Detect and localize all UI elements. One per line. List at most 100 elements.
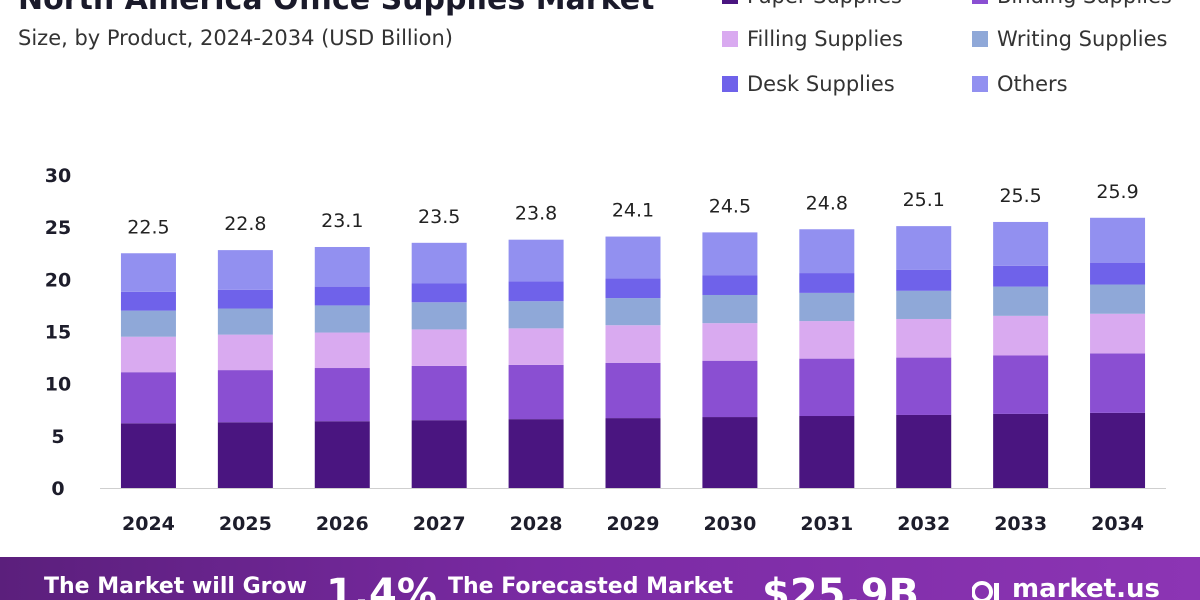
bar-segment: [896, 357, 952, 415]
x-tick-label: 2031: [800, 513, 853, 535]
bar-segment: [799, 416, 855, 488]
bar-segment: [896, 269, 952, 291]
bar-total-label: 22.5: [127, 216, 169, 238]
bar-total-label: 22.8: [224, 213, 266, 235]
bar-segment: [605, 236, 661, 279]
x-tick-label: 2029: [607, 513, 660, 535]
bar-segment: [314, 305, 370, 333]
legend-item-others: Others: [972, 72, 1068, 96]
x-tick-label: 2032: [897, 513, 950, 535]
legend-item-filling-supplies: Filling Supplies: [722, 27, 903, 51]
legend-swatch: [972, 0, 988, 4]
bar-total-label: 24.1: [612, 200, 654, 222]
bar-segment: [508, 328, 564, 365]
chart-subtitle: Size, by Product, 2024-2034 (USD Billion…: [18, 26, 453, 50]
x-tick-label: 2026: [316, 513, 369, 535]
legend-swatch: [972, 31, 988, 47]
bar-segment: [314, 332, 370, 369]
x-tick-label: 2028: [510, 513, 563, 535]
bar-segment: [702, 417, 758, 488]
bar-segment: [217, 422, 273, 488]
footer-forecast-text: The Forecasted Market: [448, 574, 734, 599]
bar-segment: [702, 232, 758, 276]
x-tick-label: 2033: [994, 513, 1047, 535]
footer-cagr-value: 1.4%: [326, 571, 437, 600]
legend-label: Binding Supplies: [997, 0, 1172, 8]
bar-segment: [1090, 353, 1146, 413]
bar-segment: [702, 323, 758, 361]
bar-segment: [993, 315, 1049, 356]
y-tick-label: 10: [45, 374, 71, 396]
bar-total-label: 23.8: [515, 203, 557, 225]
bar-segment: [120, 310, 176, 337]
bar-segment: [314, 368, 370, 422]
legend-item-desk-supplies: Desk Supplies: [722, 72, 895, 96]
bar-segment: [120, 423, 176, 488]
bar-segment: [896, 414, 952, 488]
bar-segment: [605, 418, 661, 488]
bar-segment: [217, 289, 273, 309]
bar-total-label: 23.1: [321, 210, 363, 232]
legend-swatch: [722, 76, 738, 92]
stacked-bar-chart: 30 25 20 15 10 5 0 22.5 2024 22.8 2025 23.1 2026 23.5…: [45, 165, 1166, 535]
legend-label: Writing Supplies: [997, 27, 1168, 51]
bar-total-label: 25.1: [903, 189, 945, 211]
bar-segment: [120, 291, 176, 311]
x-tick-label: 2025: [219, 513, 272, 535]
footer-banner: The Market will Grow 1.4% The Forecasted…: [0, 557, 1200, 600]
y-tick-label: 20: [45, 269, 71, 291]
bar-segment: [314, 421, 370, 488]
bar-segment: [508, 364, 564, 420]
bar-segment: [314, 246, 370, 287]
bar-segment: [120, 372, 176, 424]
footer-grow-text: The Market will Grow: [44, 574, 307, 599]
bar-segment: [217, 370, 273, 423]
bar-segment: [605, 325, 661, 363]
y-tick-label: 25: [45, 217, 71, 239]
footer-market-size: $25.9B: [762, 571, 920, 600]
bar-segment: [120, 336, 176, 373]
bar-segment: [411, 365, 467, 421]
bar-segment: [896, 290, 952, 319]
bar-total-label: 25.5: [999, 185, 1041, 207]
legend-item-paper-supplies: Paper Supplies: [722, 0, 902, 8]
y-tick-label: 15: [45, 322, 71, 344]
bar-total-label: 25.9: [1096, 181, 1138, 203]
bar-segment: [605, 298, 661, 326]
bar-segment: [799, 321, 855, 359]
bar-segment: [508, 301, 564, 329]
legend-swatch: [722, 0, 738, 4]
bar-segment: [702, 275, 758, 295]
bar-segment: [993, 413, 1049, 488]
bar-segment: [702, 294, 758, 324]
bar-segment: [993, 221, 1049, 266]
bar-segment: [411, 302, 467, 330]
bar-segment: [799, 273, 855, 293]
y-tick-label: 5: [51, 426, 64, 448]
legend-item-binding-supplies: Binding Supplies: [972, 0, 1172, 8]
bar-segment: [799, 358, 855, 417]
bar-segment: [993, 265, 1049, 287]
bar-segment: [993, 286, 1049, 316]
x-tick-label: 2034: [1091, 513, 1144, 535]
bar-segment: [411, 329, 467, 366]
bar-segment: [605, 362, 661, 419]
chart-title: North America Office Supplies Market: [18, 0, 654, 17]
bar-segment: [120, 253, 176, 292]
bar-total-label: 24.8: [806, 192, 848, 214]
bar-segment: [508, 239, 564, 282]
bar-segment: [217, 334, 273, 371]
bar-segment: [799, 229, 855, 274]
legend: Paper Supplies Binding Supplies Filling …: [722, 0, 1192, 110]
footer-brand-name: market.us: [1012, 574, 1160, 600]
legend-swatch: [722, 31, 738, 47]
bar-segment: [1090, 284, 1146, 314]
legend-label: Desk Supplies: [747, 72, 895, 96]
bar-segment: [1090, 313, 1146, 354]
bar-segment: [217, 308, 273, 335]
bar-segment: [217, 250, 273, 290]
legend-label: Filling Supplies: [747, 27, 904, 51]
legend-item-writing-supplies: Writing Supplies: [972, 27, 1168, 51]
legend-label: Paper Supplies: [747, 0, 902, 8]
bar-segment: [411, 283, 467, 303]
